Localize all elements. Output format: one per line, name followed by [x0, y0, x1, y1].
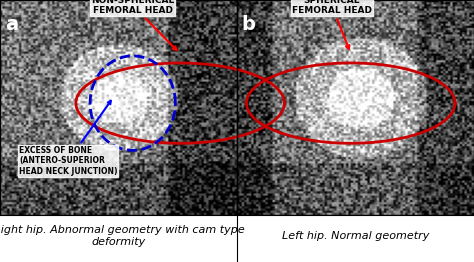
Text: Right hip. Abnormal geometry with cam type
deformity: Right hip. Abnormal geometry with cam ty…: [0, 225, 245, 247]
Text: SPHERICAL
FEMORAL HEAD: SPHERICAL FEMORAL HEAD: [292, 0, 372, 49]
Text: NON-SPHERICAL
FEMORAL HEAD: NON-SPHERICAL FEMORAL HEAD: [91, 0, 176, 50]
Text: EXCESS OF BONE
(ANTERO-SUPERIOR
HEAD NECK JUNCTION): EXCESS OF BONE (ANTERO-SUPERIOR HEAD NEC…: [19, 101, 118, 176]
Text: a: a: [5, 15, 18, 34]
Text: b: b: [242, 15, 255, 34]
Text: Left hip. Normal geometry: Left hip. Normal geometry: [282, 231, 429, 241]
